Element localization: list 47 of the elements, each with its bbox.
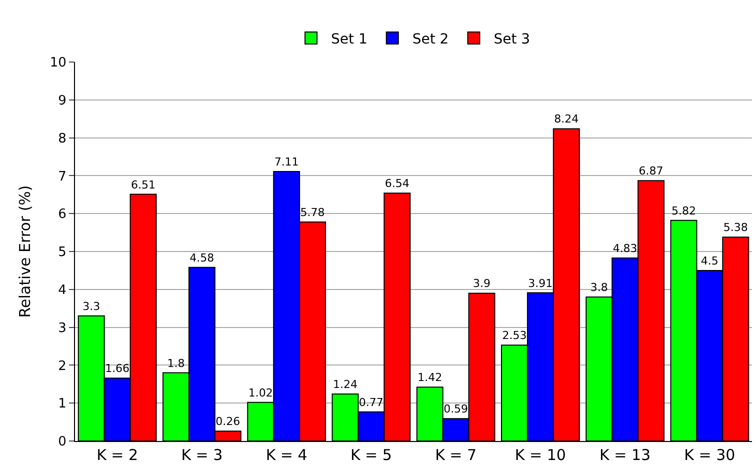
y-tick-label: 4 — [58, 282, 66, 298]
x-tick-label: K = 3 — [181, 446, 223, 464]
y-tick-label: 2 — [58, 358, 66, 374]
x-tick-label: K = 4 — [266, 446, 308, 464]
data-label: 3.8 — [590, 280, 608, 294]
x-tick-label: K = 7 — [435, 446, 477, 464]
y-tick-label: 9 — [58, 93, 66, 108]
data-label: 1.8 — [167, 356, 185, 370]
x-tick-label: K = 5 — [350, 446, 392, 464]
data-label: 7.11 — [274, 156, 299, 169]
data-label: 6.54 — [384, 177, 410, 190]
x-tick-label: K = 2 — [96, 446, 138, 464]
legend-label: Set 2 — [412, 31, 449, 48]
y-tick-label: 7 — [58, 169, 66, 184]
data-label: 5.38 — [723, 221, 748, 234]
data-label: 5.78 — [300, 206, 325, 219]
y-axis-title: Relative Error (%) — [16, 185, 34, 318]
data-label: 3.3 — [82, 300, 100, 313]
legend-label: Set 1 — [331, 31, 368, 48]
data-label: 6.51 — [131, 178, 156, 192]
data-label: 0.77 — [358, 396, 384, 409]
data-label: 4.58 — [190, 251, 214, 264]
y-tick-label: 3 — [58, 320, 66, 336]
y-tick-label: 10 — [50, 56, 66, 71]
data-label: 8.24 — [554, 112, 579, 126]
data-label: 0.26 — [216, 415, 240, 428]
x-tick-label: K = 30 — [684, 446, 736, 464]
legend-label: Set 3 — [494, 31, 530, 48]
y-tick-label: 6 — [58, 207, 66, 222]
x-tick-label: K = 10 — [514, 446, 566, 464]
y-tick-label: 8 — [58, 131, 66, 146]
data-label: 1.02 — [248, 386, 273, 400]
data-label: 1.42 — [418, 371, 442, 384]
y-tick-label: 1 — [58, 396, 66, 412]
data-label: 3.91 — [528, 276, 553, 290]
y-tick-label: 5 — [58, 245, 66, 260]
data-label: 1.24 — [332, 378, 358, 391]
data-label: 0.59 — [444, 402, 468, 416]
y-tick-label: 0 — [58, 434, 66, 450]
data-label: 4.83 — [612, 242, 638, 255]
data-label: 1.66 — [105, 362, 130, 376]
x-tick-label: K = 13 — [600, 446, 651, 464]
data-label: 2.53 — [502, 329, 527, 342]
data-label: 5.82 — [671, 204, 696, 218]
data-label: 4.5 — [700, 254, 718, 268]
data-label: 6.87 — [638, 164, 664, 178]
data-label: 3.9 — [473, 277, 491, 290]
